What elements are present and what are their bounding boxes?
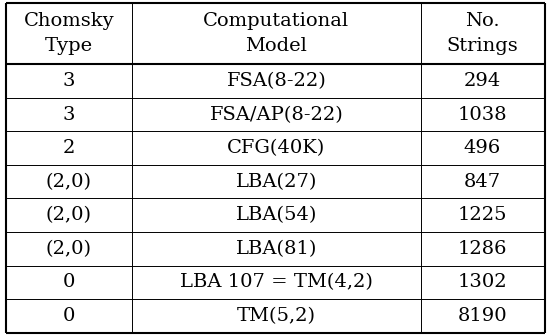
Text: FSA/AP(8-22): FSA/AP(8-22) bbox=[210, 106, 343, 124]
Text: No.
Strings: No. Strings bbox=[447, 12, 519, 55]
Text: Chomsky
Type: Chomsky Type bbox=[24, 12, 114, 55]
Text: LBA(81): LBA(81) bbox=[235, 240, 317, 258]
Text: Computational
Model: Computational Model bbox=[204, 12, 349, 55]
Text: 847: 847 bbox=[464, 173, 501, 191]
Text: TM(5,2): TM(5,2) bbox=[237, 307, 316, 325]
Text: 3: 3 bbox=[63, 72, 75, 90]
Text: LBA(54): LBA(54) bbox=[235, 206, 317, 224]
Text: 496: 496 bbox=[464, 139, 501, 157]
Text: 1225: 1225 bbox=[458, 206, 507, 224]
Text: 0: 0 bbox=[63, 307, 75, 325]
Text: (2,0): (2,0) bbox=[46, 173, 92, 191]
Text: 2: 2 bbox=[63, 139, 75, 157]
Text: FSA(8-22): FSA(8-22) bbox=[227, 72, 326, 90]
Text: 1038: 1038 bbox=[458, 106, 507, 124]
Text: CFG(40K): CFG(40K) bbox=[227, 139, 326, 157]
Text: 8190: 8190 bbox=[458, 307, 507, 325]
Text: 1286: 1286 bbox=[458, 240, 507, 258]
Text: (2,0): (2,0) bbox=[46, 240, 92, 258]
Text: 0: 0 bbox=[63, 273, 75, 291]
Text: LBA 107 = TM(4,2): LBA 107 = TM(4,2) bbox=[180, 273, 373, 291]
Text: 3: 3 bbox=[63, 106, 75, 124]
Text: LBA(27): LBA(27) bbox=[235, 173, 317, 191]
Text: 294: 294 bbox=[464, 72, 501, 90]
Text: (2,0): (2,0) bbox=[46, 206, 92, 224]
Text: 1302: 1302 bbox=[458, 273, 507, 291]
